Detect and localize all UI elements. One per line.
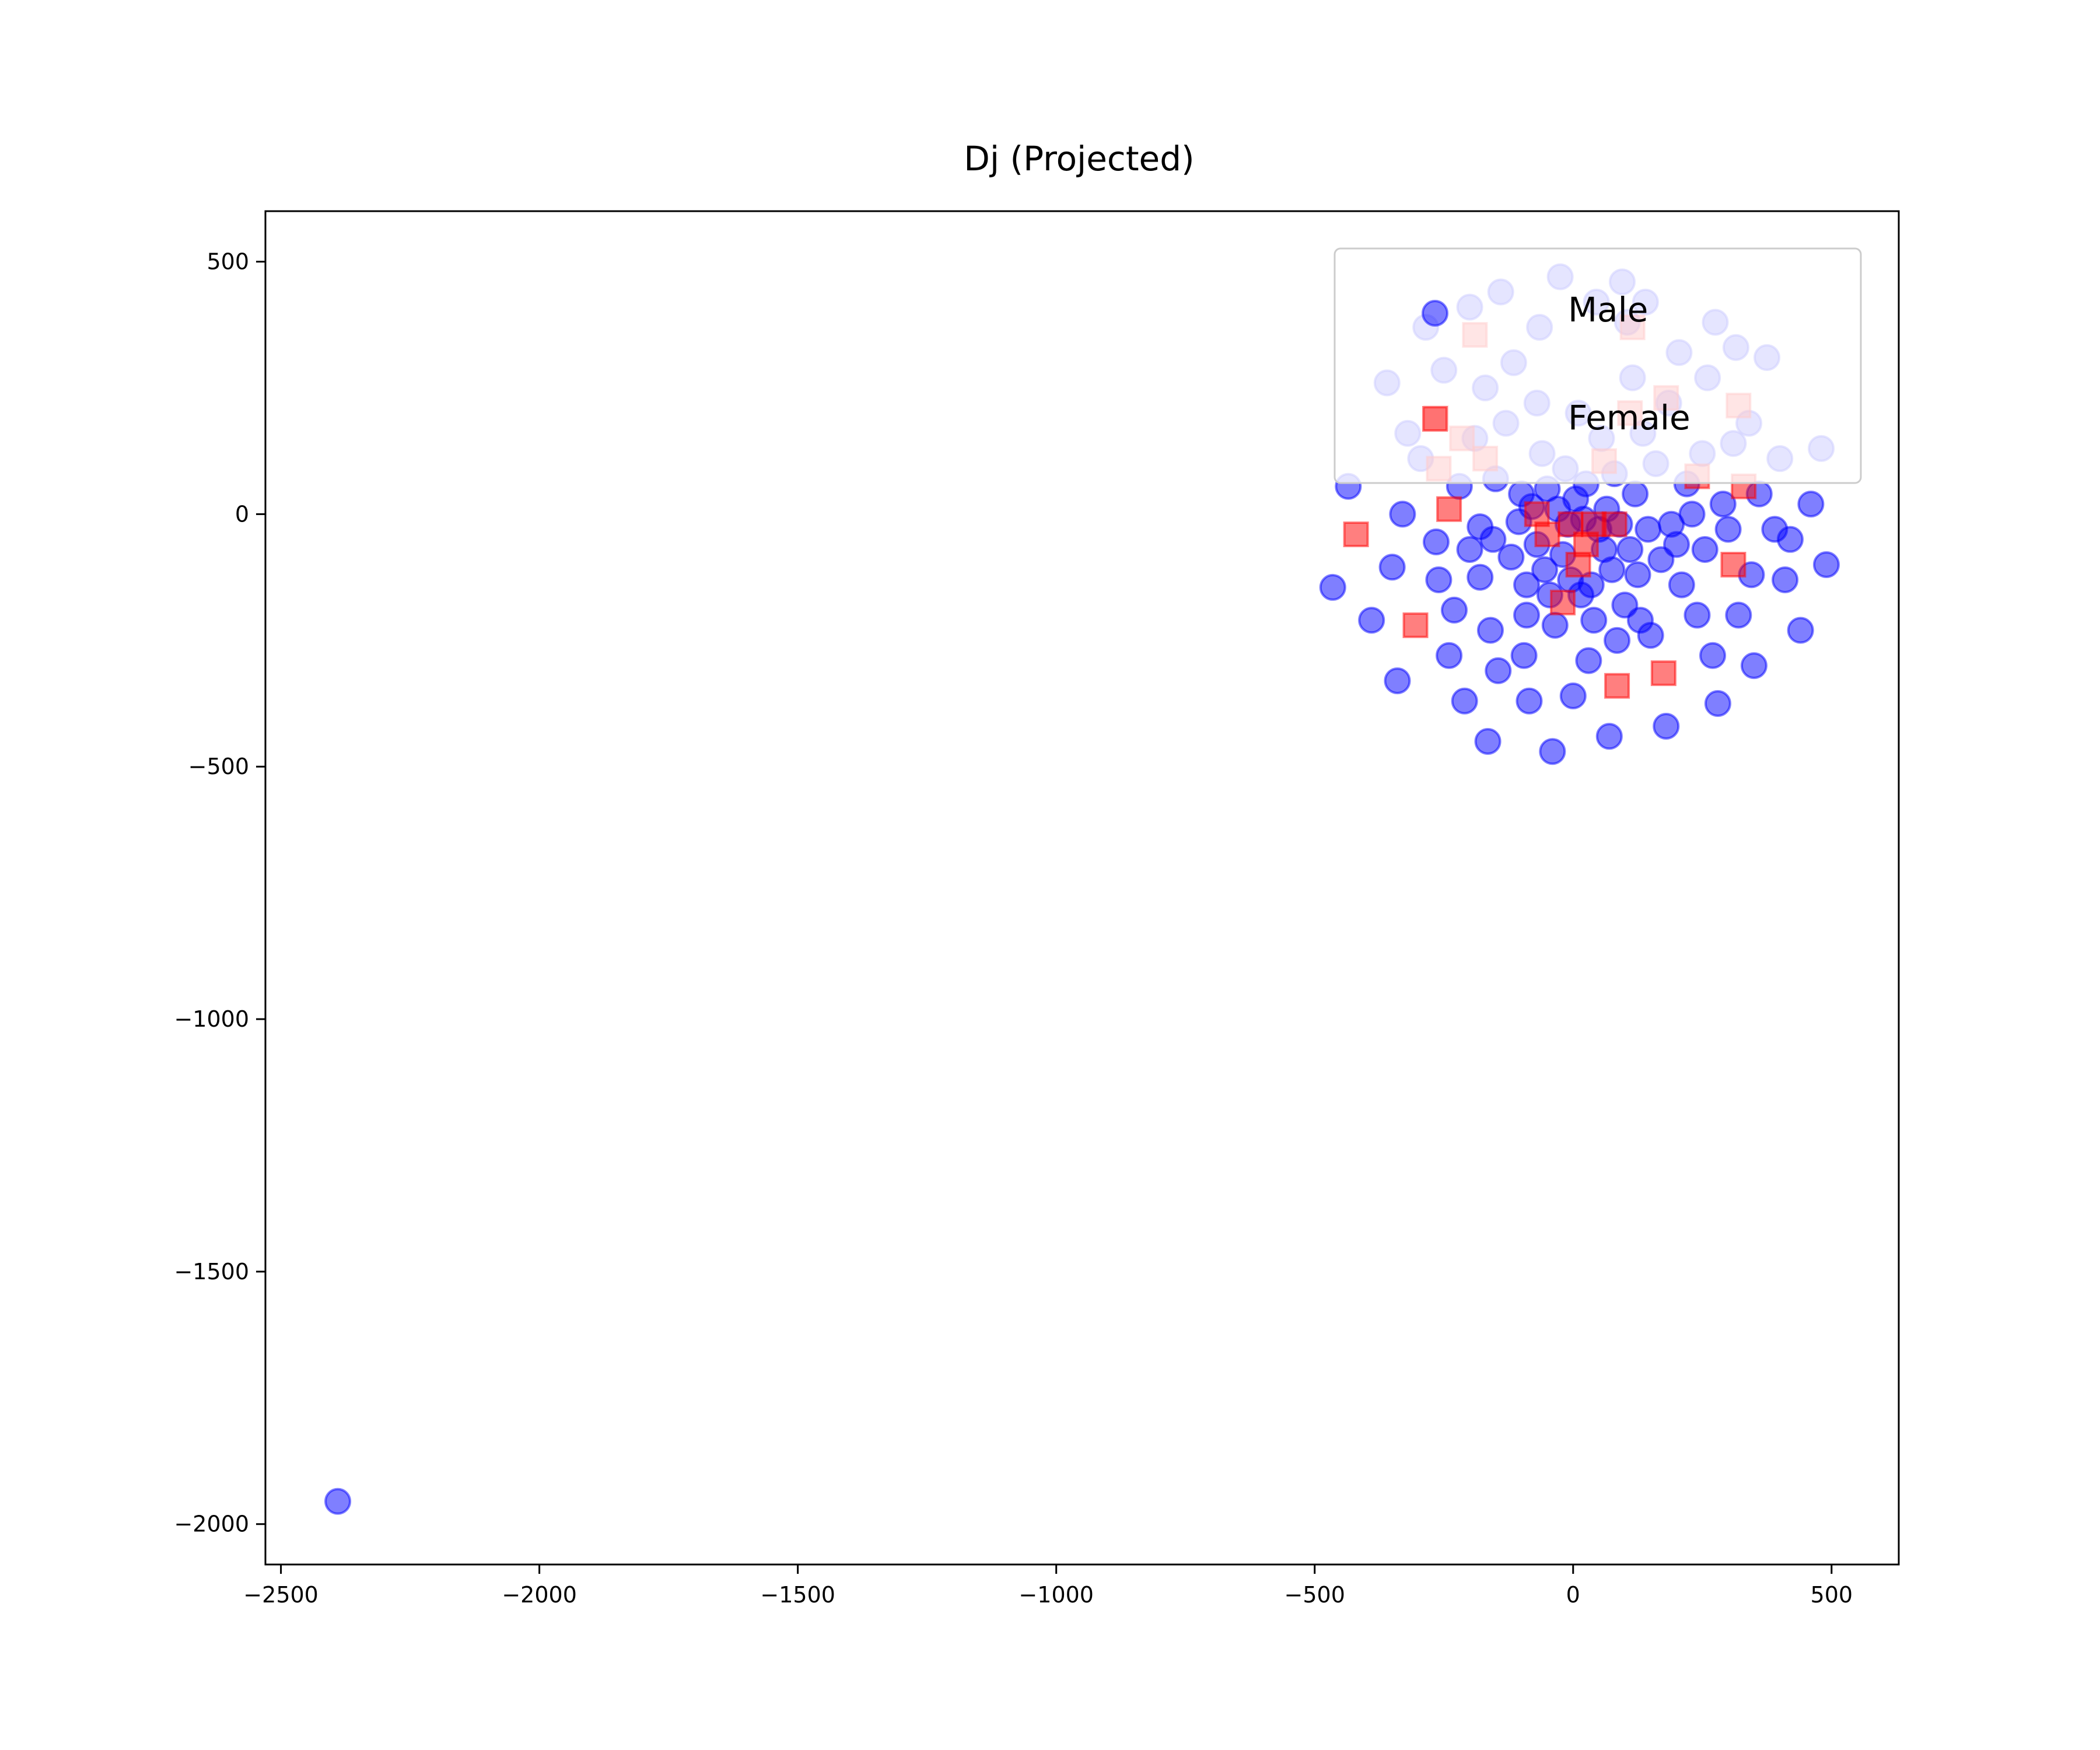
data-point-male — [1389, 501, 1416, 528]
data-point-male — [1699, 642, 1727, 669]
data-point-male — [1797, 491, 1825, 518]
legend-box — [1334, 247, 1862, 484]
data-points — [324, 263, 1840, 1515]
x-axis: −2500 −2000 −1500 −1000 −500 0 500 — [243, 1564, 1853, 1608]
data-point-male — [1319, 573, 1346, 601]
x-tick-label: −2500 — [243, 1582, 318, 1608]
data-point-male — [1422, 528, 1450, 556]
data-point-male — [1577, 571, 1605, 598]
data-point-male — [1624, 561, 1651, 589]
y-tick-label: 0 — [235, 501, 249, 527]
x-tick-label: −500 — [1284, 1582, 1345, 1608]
x-tick-label: −1500 — [760, 1582, 835, 1608]
data-point-male — [1456, 536, 1483, 563]
data-point-male — [1474, 727, 1502, 755]
data-point-male — [1595, 723, 1623, 750]
data-point-male — [1485, 657, 1512, 684]
data-point-female — [1604, 673, 1630, 699]
data-point-female — [1550, 589, 1576, 615]
data-point-female — [1343, 522, 1369, 548]
data-point-male — [1510, 642, 1538, 669]
data-point-male — [1466, 564, 1494, 591]
legend-marker-male — [1422, 300, 1448, 327]
data-point-male — [1725, 601, 1752, 629]
data-point-female — [1650, 660, 1676, 687]
data-point-male — [324, 1488, 352, 1515]
y-tick-label: 500 — [206, 249, 249, 275]
y-tick-label: −1000 — [174, 1006, 249, 1032]
data-point-male — [1580, 607, 1608, 634]
x-tick-label: 0 — [1566, 1582, 1580, 1608]
data-point-male — [1477, 617, 1504, 644]
data-point-male — [1440, 596, 1468, 624]
data-point-male — [1691, 536, 1718, 563]
data-point-male — [1575, 647, 1602, 674]
data-point-male — [1559, 682, 1587, 710]
data-point-male — [1436, 642, 1463, 669]
data-point-male — [1709, 491, 1737, 518]
data-point-male — [1604, 626, 1631, 654]
data-point-male — [1714, 516, 1742, 543]
data-point-female — [1720, 551, 1746, 578]
data-point-female — [1402, 612, 1429, 638]
data-point-male — [1378, 554, 1406, 581]
data-point-male — [1812, 551, 1840, 578]
data-point-male — [1425, 566, 1452, 593]
data-point-male — [1704, 690, 1731, 718]
y-tick-label: −1500 — [174, 1259, 249, 1284]
data-point-male — [1616, 536, 1644, 563]
y-axis: 500 0 −500 −1000 −1500 −2000 — [174, 249, 265, 1537]
data-point-male — [1787, 617, 1814, 644]
data-point-female — [1534, 522, 1560, 548]
data-point-male — [1451, 687, 1478, 715]
data-point-male — [1384, 667, 1411, 695]
data-point-male — [1634, 516, 1662, 543]
data-point-female — [1601, 511, 1628, 537]
data-point-male — [1541, 611, 1569, 639]
x-tick-label: −1000 — [1019, 1582, 1094, 1608]
data-point-male — [1637, 622, 1664, 649]
data-point-female — [1436, 496, 1462, 522]
data-point-male — [1479, 526, 1507, 553]
y-tick-label: −500 — [188, 754, 249, 779]
data-point-male — [1531, 556, 1559, 583]
data-point-male — [1622, 480, 1649, 508]
data-point-male — [1497, 543, 1525, 570]
data-point-male — [1516, 687, 1543, 715]
legend-label-male: Male — [1568, 290, 1648, 330]
data-point-male — [1772, 566, 1799, 593]
x-tick-label: −2000 — [502, 1582, 577, 1608]
data-point-male — [1539, 738, 1566, 765]
legend: Male Female — [1334, 247, 1862, 484]
data-point-male — [1684, 601, 1711, 629]
data-point-male — [1653, 712, 1680, 740]
data-point-male — [1513, 601, 1541, 629]
x-tick-label: 500 — [1811, 1582, 1853, 1608]
data-point-male — [1662, 531, 1690, 558]
data-point-male — [1678, 501, 1706, 528]
data-point-male — [1776, 526, 1804, 553]
data-point-male — [1598, 556, 1626, 583]
legend-marker-female — [1422, 406, 1448, 432]
y-tick-label: −2000 — [174, 1511, 249, 1537]
data-point-male — [1740, 652, 1768, 680]
axes-frame — [264, 210, 1900, 1566]
data-point-male — [1513, 571, 1541, 598]
data-point-male — [1358, 607, 1385, 634]
legend-label-female: Female — [1568, 398, 1690, 438]
data-point-male — [1668, 571, 1695, 598]
chart-title: Dj (Projected) — [964, 139, 1194, 178]
